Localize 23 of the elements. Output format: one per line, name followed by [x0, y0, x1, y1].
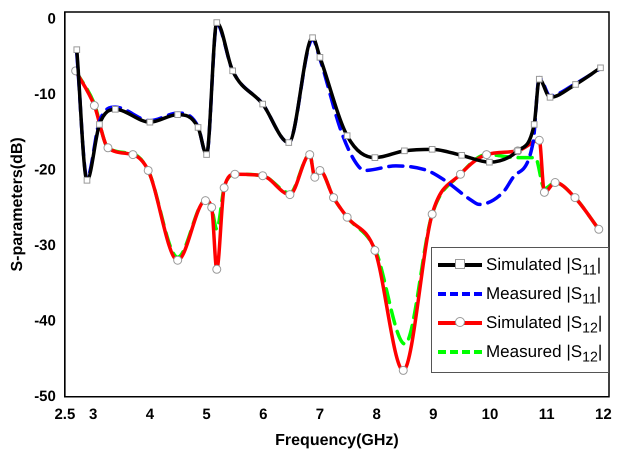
- legend-label: Measured |S$_{12}$|: [486, 342, 602, 366]
- y-tick-label: -50: [34, 388, 56, 405]
- y-tick-label: -10: [34, 86, 56, 104]
- y-tick-label: 0: [48, 10, 56, 28]
- x-tick-label: 12: [594, 406, 612, 423]
- x-tick-label: 2.5: [54, 406, 76, 423]
- x-tick-label: 6: [259, 406, 268, 423]
- y-axis-title: S-parameters(dB): [9, 137, 26, 272]
- x-tick-label: 10: [482, 406, 498, 423]
- legend-label: Measured |S$_{11}$|: [486, 284, 602, 308]
- y-tick-label: -30: [34, 237, 56, 254]
- x-tick-label: 5: [202, 406, 211, 423]
- legend-label: Simulated |S$_{11}$|: [486, 254, 602, 278]
- x-tick-label: 3: [89, 406, 98, 423]
- y-tick-label: -40: [34, 312, 56, 330]
- x-axis-title: Frequency(GHz): [275, 432, 399, 449]
- x-tick-label: 8: [372, 406, 381, 423]
- x-tick-label: 9: [429, 406, 438, 423]
- x-tick-label: 11: [538, 406, 555, 423]
- legend-label: Simulated |S$_{12}$|: [486, 312, 602, 336]
- y-tick-label: -20: [34, 162, 56, 179]
- x-tick-label: 7: [316, 406, 324, 423]
- x-tick-label: 4: [146, 406, 155, 423]
